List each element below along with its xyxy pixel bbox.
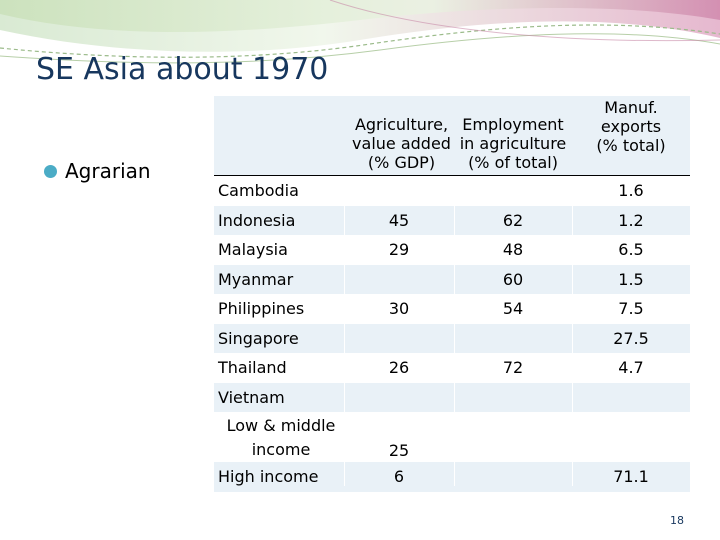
agriculture-cell: 30: [388, 299, 410, 319]
manuf-exports-cell: 71.1: [613, 467, 649, 487]
table-row: Myanmar 60 1.5: [214, 264, 690, 295]
employment-cell: 72: [502, 358, 524, 378]
header-band: [214, 96, 690, 176]
employment-cell: 48: [502, 240, 524, 260]
manuf-exports-cell: 1.2: [618, 210, 644, 230]
header-employment: Employment in agriculture (% of total): [459, 115, 567, 172]
employment-cell: [454, 176, 572, 206]
table-row: Thailand 26 72 4.7: [214, 353, 690, 383]
country-cell: Vietnam: [218, 387, 285, 407]
table-row: Singapore 27.5: [214, 323, 690, 354]
employment-cell: [454, 412, 572, 462]
table-row: Low & middle income 25: [214, 412, 690, 462]
country-cell: High income: [218, 467, 319, 487]
agriculture-cell: [344, 324, 454, 354]
employment-cell: 62: [502, 210, 524, 230]
table-row: Philippines 30 54 7.5: [214, 294, 690, 324]
agriculture-cell: 26: [388, 358, 410, 378]
header-manuf-exports: Manuf. exports (% total): [596, 98, 666, 155]
column-divider: [572, 176, 573, 486]
bullet-dot-icon: [44, 164, 57, 178]
table-row: Vietnam: [214, 382, 690, 413]
decorative-banner: [0, 0, 720, 64]
country-cell: Philippines: [218, 299, 305, 319]
column-divider: [344, 176, 345, 486]
employment-cell: 54: [502, 299, 524, 319]
header-agriculture: Agriculture, value added (% GDP): [352, 115, 451, 172]
table-row: Indonesia 45 62 1.2: [214, 205, 690, 235]
bullet-text: Agrarian: [65, 159, 151, 183]
agriculture-cell: 6: [393, 467, 405, 487]
employment-cell: 60: [502, 269, 524, 289]
employment-cell: [454, 462, 572, 492]
column-divider: [454, 176, 455, 486]
data-table: Agriculture, value added (% GDP) Employm…: [214, 96, 690, 492]
agriculture-cell: 45: [388, 210, 410, 230]
manuf-exports-cell: 1.5: [618, 269, 644, 289]
manuf-exports-cell: [572, 383, 690, 413]
manuf-exports-cell: 1.6: [618, 181, 644, 201]
bullet-item: Agrarian: [44, 158, 151, 184]
agriculture-cell: [344, 176, 454, 206]
country-cell: Low & middle income: [226, 416, 336, 459]
table-header: Agriculture, value added (% GDP) Employm…: [214, 96, 690, 176]
manuf-exports-cell: 27.5: [613, 328, 649, 348]
country-cell: Myanmar: [218, 269, 294, 289]
country-cell: Malaysia: [218, 240, 288, 260]
agriculture-cell: [344, 383, 454, 413]
country-cell: Cambodia: [218, 181, 299, 201]
manuf-exports-cell: 7.5: [618, 299, 644, 319]
header-rule: [214, 175, 690, 176]
agriculture-cell: [344, 265, 454, 295]
slide-title: SE Asia about 1970: [36, 52, 329, 87]
country-cell: Singapore: [218, 328, 299, 348]
country-cell: Thailand: [218, 358, 287, 378]
table-row: Cambodia 1.6: [214, 176, 690, 206]
manuf-exports-cell: [572, 412, 690, 462]
employment-cell: [454, 383, 572, 413]
employment-cell: [454, 324, 572, 354]
agriculture-cell: 29: [388, 240, 410, 260]
table-row: Malaysia 29 48 6.5: [214, 235, 690, 265]
manuf-exports-cell: 4.7: [618, 358, 644, 378]
table-row: High income 6 71.1: [214, 462, 690, 492]
agriculture-cell: 25: [388, 441, 410, 460]
manuf-exports-cell: 6.5: [618, 240, 644, 260]
page-number: 18: [670, 514, 684, 527]
country-cell: Indonesia: [218, 210, 296, 230]
